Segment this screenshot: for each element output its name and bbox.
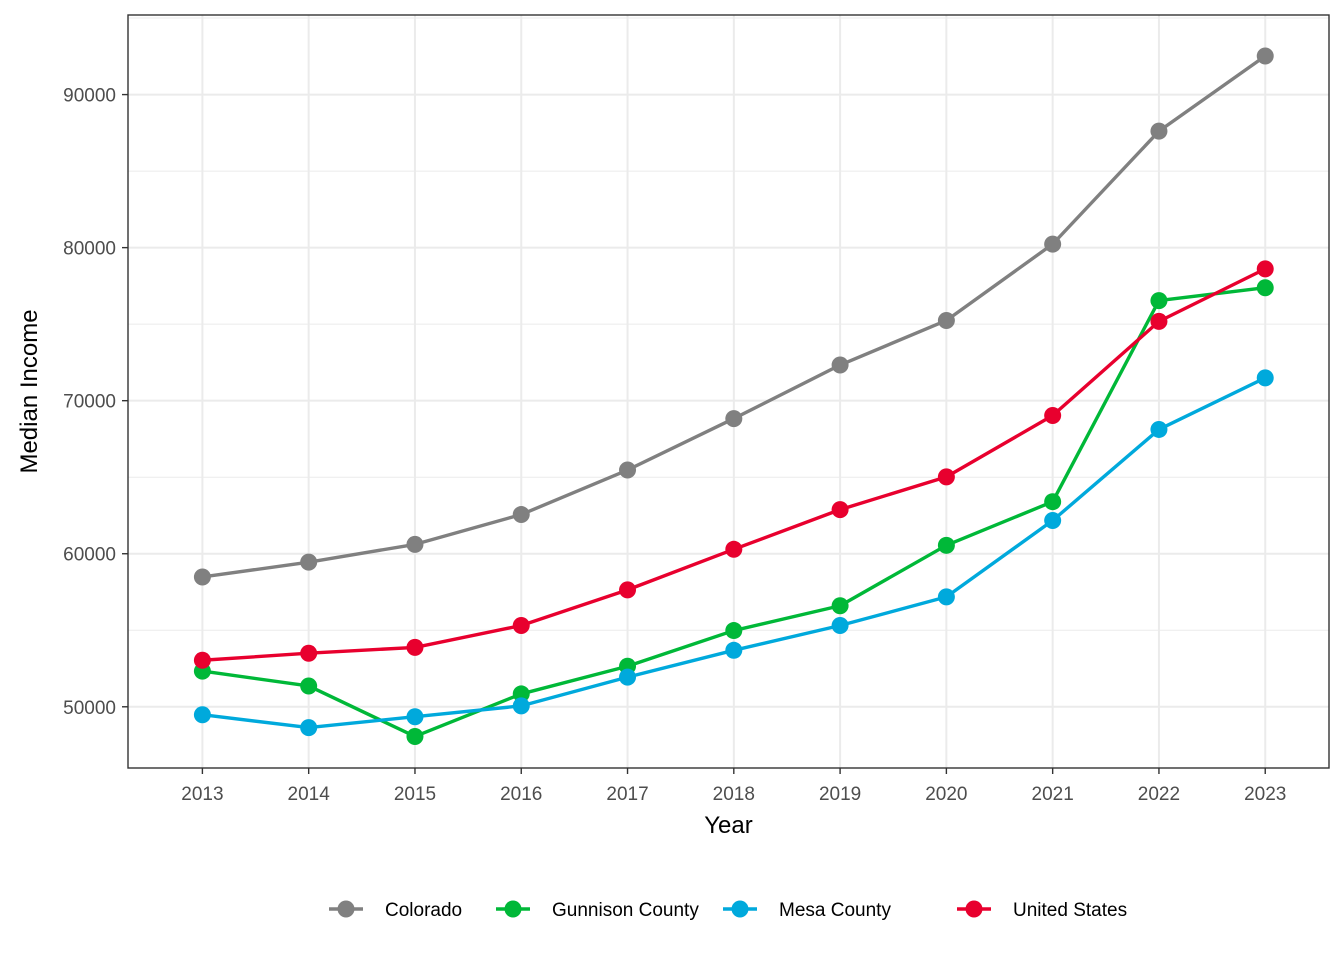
data-point-united-states [300,644,318,662]
data-point-gunnison-county [406,727,424,745]
data-point-mesa-county [300,719,318,737]
data-point-united-states [937,468,955,486]
data-point-colorado [619,461,637,479]
x-tick-label: 2014 [288,784,331,805]
data-point-colorado [1150,122,1168,140]
data-point-colorado [1044,235,1062,253]
data-point-colorado [406,535,424,553]
minor-gridlines [128,17,1329,631]
data-point-united-states [512,617,530,635]
data-point-mesa-county [1150,420,1168,438]
data-point-gunnison-county [512,685,530,703]
legend-key-point [337,900,355,918]
legend-label: United States [1013,900,1127,921]
y-tick-label: 50000 [63,698,116,719]
legend-key-point [965,900,983,918]
data-point-gunnison-county [300,677,318,695]
legend-item-gunnison-county: Gunnison County [496,900,699,921]
x-tick-label: 2022 [1138,784,1180,805]
y-tick-label: 70000 [63,392,116,413]
data-point-gunnison-county [725,622,743,640]
panel-border [127,14,1330,769]
series-united-states [193,260,1274,669]
data-point-mesa-county [1256,369,1274,387]
data-point-colorado [193,568,211,586]
data-point-mesa-county [406,708,424,726]
x-tick-label: 2019 [819,784,861,805]
legend: Colorado Gunnison County Mesa County United… [329,900,1127,921]
data-point-gunnison-county [937,536,955,554]
y-axis: 50000 60000 70000 80000 90000 [63,86,128,719]
legend-item-colorado: Colorado [329,900,462,921]
legend-key-point [731,900,749,918]
legend-key-point [504,900,522,918]
data-point-gunnison-county [1044,493,1062,511]
data-point-united-states [1256,260,1274,278]
legend-label: Gunnison County [552,900,699,921]
data-point-mesa-county [193,706,211,724]
legend-item-mesa-county: Mesa County [723,900,891,921]
data-point-united-states [406,638,424,656]
series-colorado [193,47,1274,586]
legend-label: Mesa County [779,900,891,921]
x-axis-title: Year [704,812,753,839]
data-point-gunnison-county [1150,292,1168,310]
data-point-colorado [512,506,530,524]
data-point-mesa-county [831,617,849,635]
data-point-mesa-county [619,668,637,686]
data-point-mesa-county [1044,512,1062,530]
y-axis-title: Median Income [16,309,43,473]
x-axis: 2013 2014 2015 2016 2017 2018 2019 2020 2021 2022… [181,768,1286,805]
data-point-colorado [1256,47,1274,65]
data-point-united-states [193,651,211,669]
series-mesa-county [193,369,1274,737]
x-tick-label: 2015 [394,784,436,805]
data-point-united-states [1150,312,1168,330]
series-layer [193,47,1274,745]
data-point-united-states [725,540,743,558]
legend-item-united-states: United States [957,900,1127,921]
data-point-colorado [831,356,849,374]
data-point-colorado [300,553,318,571]
y-tick-label: 90000 [63,86,116,107]
data-point-colorado [937,311,955,329]
data-point-mesa-county [725,641,743,659]
data-point-colorado [725,410,743,428]
x-tick-label: 2021 [1032,784,1074,805]
data-point-gunnison-county [831,597,849,615]
x-tick-label: 2023 [1244,784,1286,805]
data-point-mesa-county [512,697,530,715]
legend-label: Colorado [385,900,462,921]
data-point-united-states [619,581,637,599]
x-tick-label: 2016 [500,784,542,805]
x-tick-label: 2020 [925,784,967,805]
y-tick-label: 80000 [63,239,116,260]
data-point-mesa-county [937,588,955,606]
x-tick-label: 2017 [606,784,648,805]
data-point-united-states [1044,407,1062,425]
y-tick-label: 60000 [63,545,116,566]
x-tick-label: 2013 [181,784,223,805]
x-tick-label: 2018 [713,784,755,805]
data-point-united-states [831,501,849,519]
data-point-gunnison-county [1256,279,1274,297]
